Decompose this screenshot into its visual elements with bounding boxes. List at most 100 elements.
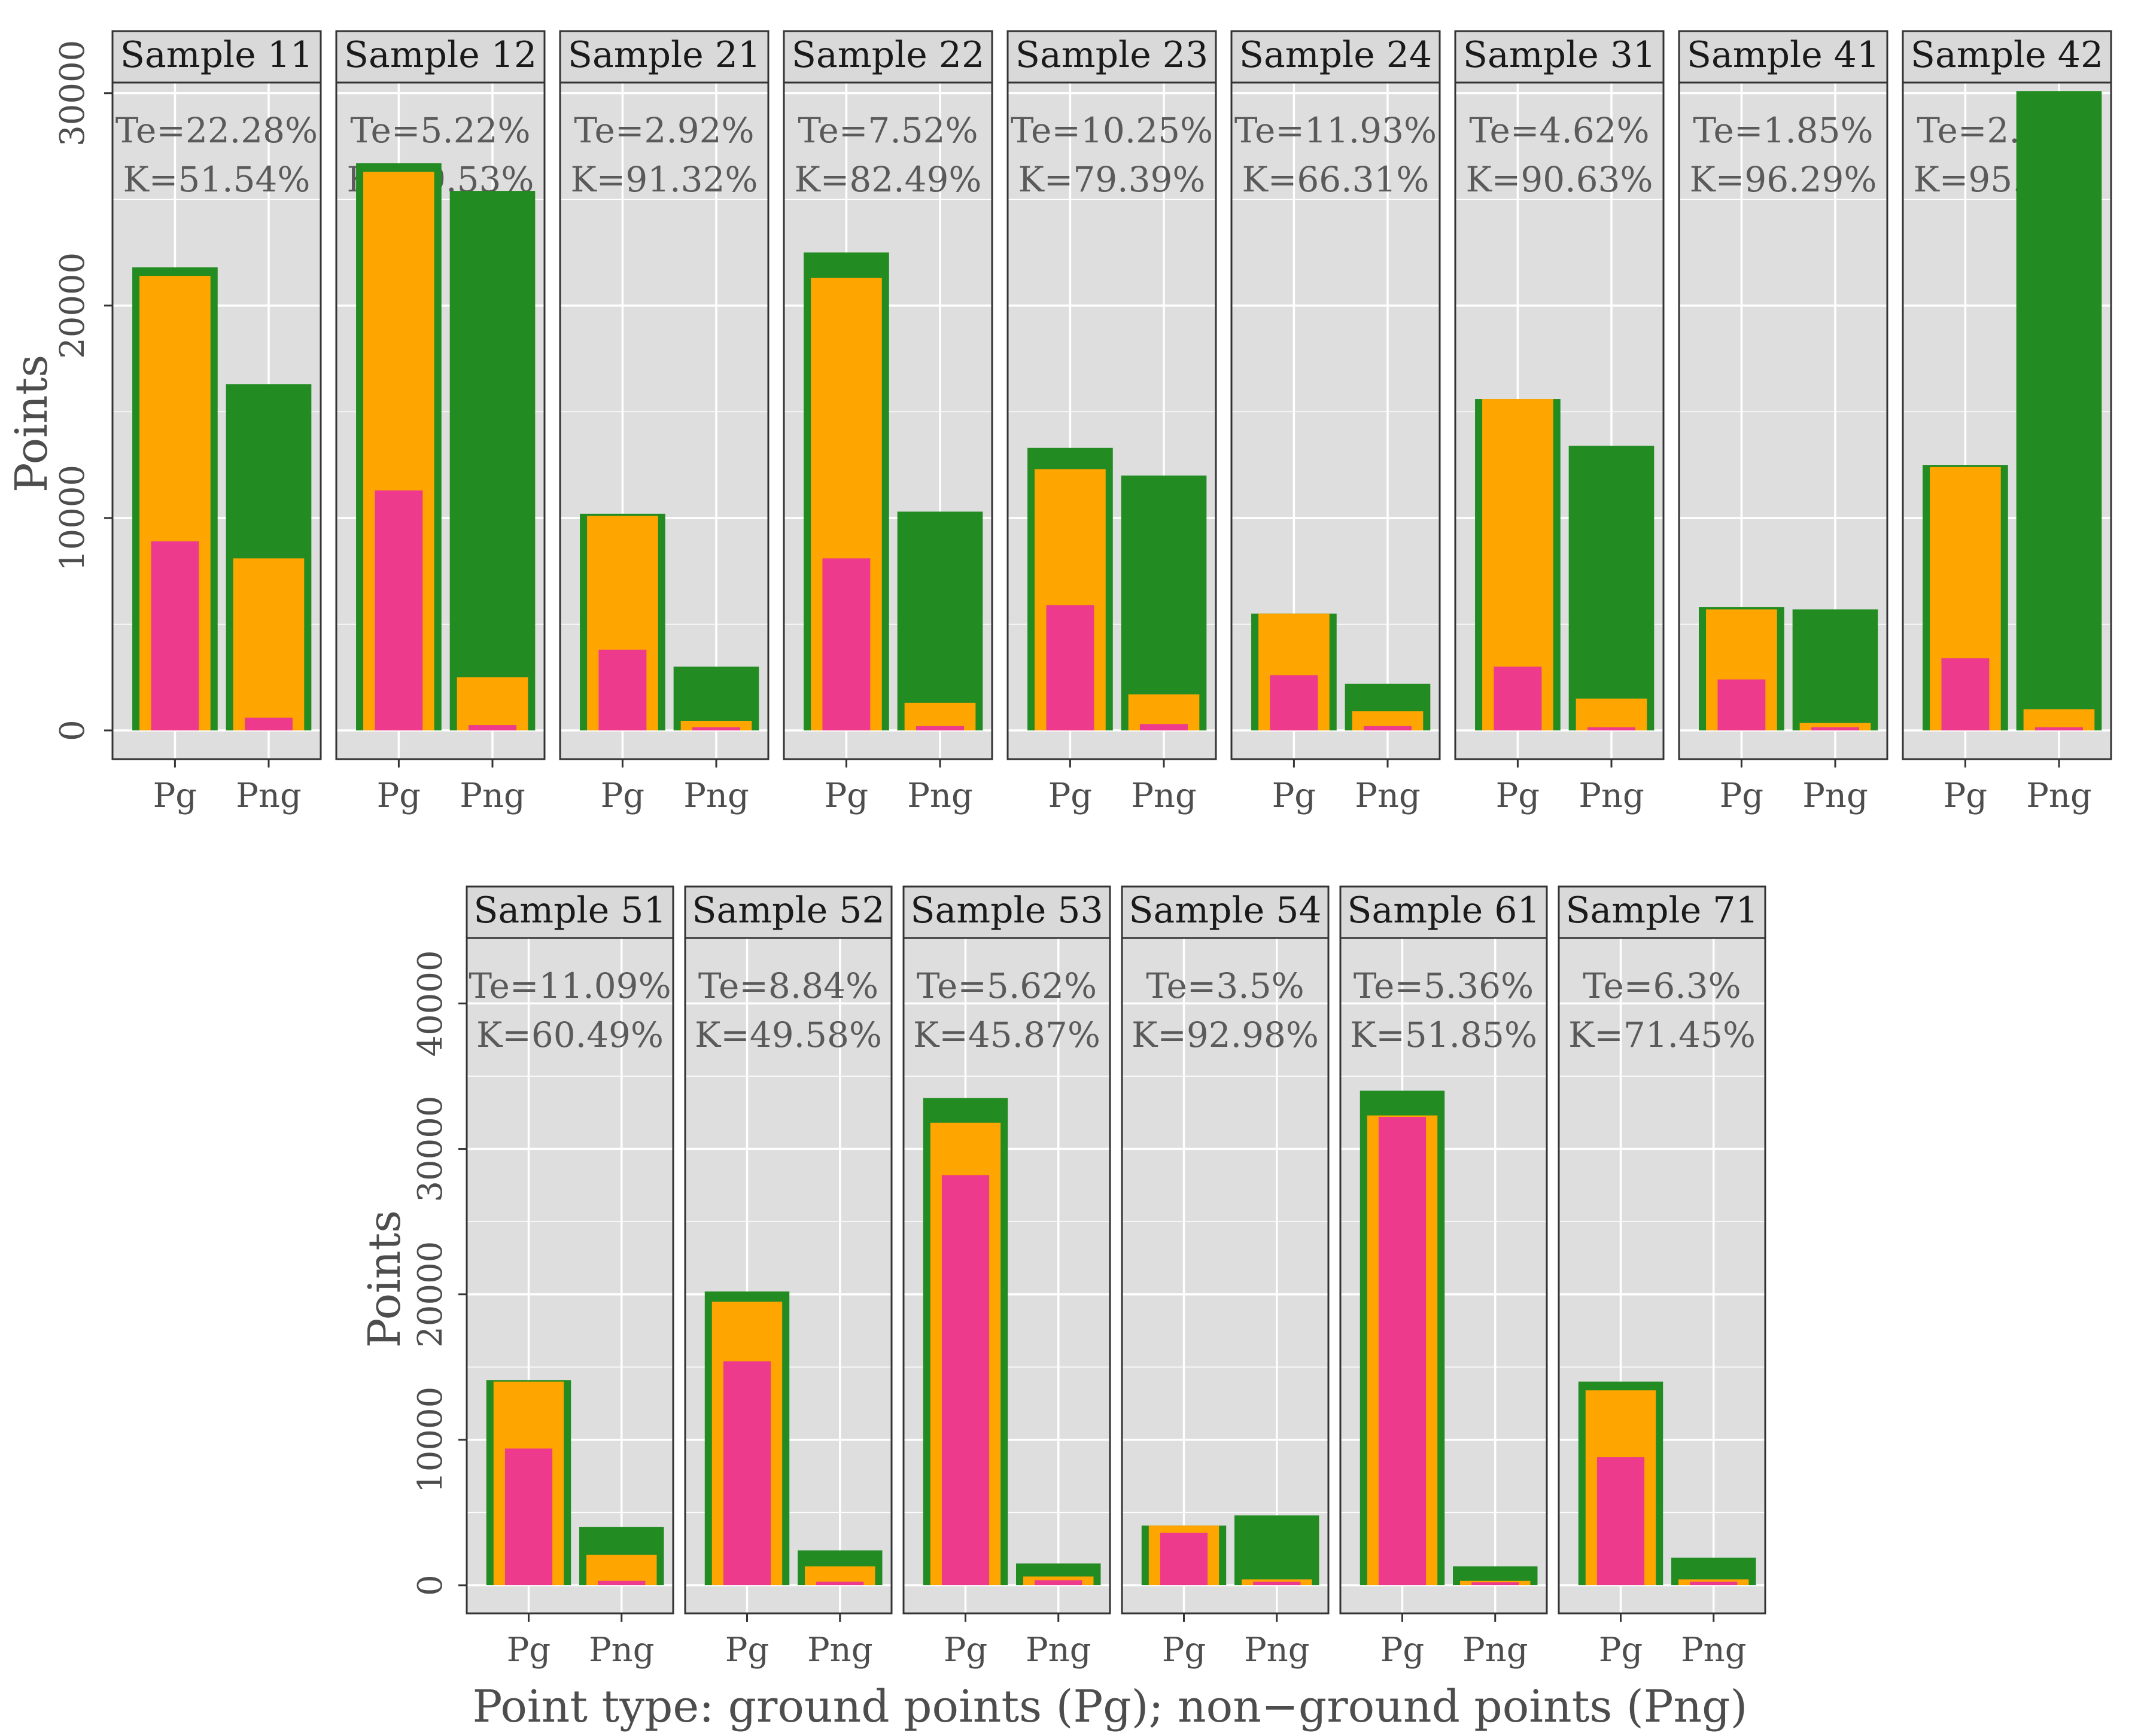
panel-sample-53: Sample 53 Te=5.62% K=45.87% Pg Png bbox=[902, 885, 1111, 1670]
strip-title: Sample 12 bbox=[344, 34, 537, 76]
bar-inner-pg bbox=[723, 1361, 771, 1585]
k-annotation: K=92.98% bbox=[1132, 1015, 1319, 1055]
strip-background bbox=[783, 30, 993, 84]
bottom-row-y-axis: Points bbox=[359, 1210, 410, 1348]
te-annotation: Te=10.25% bbox=[1011, 110, 1213, 151]
panel-sample-23: Sample 23 Te=10.25% K=79.39% Pg Png bbox=[1006, 30, 1217, 815]
y-tick-label: 10000 bbox=[411, 1387, 450, 1493]
k-annotation: K=66.31% bbox=[1242, 159, 1429, 200]
strip-title: Sample 42 bbox=[1911, 34, 2103, 76]
bar-inner-pg bbox=[504, 1448, 553, 1585]
te-annotation: Te=11.09% bbox=[469, 966, 671, 1006]
y-tick-label: 40000 bbox=[411, 950, 450, 1056]
te-annotation: Te=22.28% bbox=[115, 110, 318, 151]
y-tick-label: 0 bbox=[411, 1574, 450, 1596]
te-annotation: Te=5.22% bbox=[350, 110, 530, 151]
bar-total-png bbox=[897, 511, 983, 730]
strip-background bbox=[335, 30, 546, 84]
bar-inner-png bbox=[1690, 1581, 1738, 1585]
x-tick-label-pg: Pg bbox=[507, 1631, 551, 1670]
k-annotation: K=79.39% bbox=[1018, 159, 1205, 200]
bar-total-png bbox=[1792, 609, 1878, 730]
bar-inner-png bbox=[692, 727, 740, 730]
bar-total-png bbox=[1568, 446, 1655, 730]
strip-title: Sample 31 bbox=[1463, 34, 1656, 76]
y-tick-label: 0 bbox=[53, 720, 92, 741]
x-tick-label-pg: Pg bbox=[825, 776, 869, 815]
panel-sample-71: Sample 71 Te=6.3% K=71.45% Pg Png bbox=[1558, 885, 1766, 1670]
bottom-row-panels: 0 10000 20000 30000 40000 Sample 51 Te=11.09% K… bbox=[411, 885, 1766, 1670]
strip-title: Sample 21 bbox=[568, 34, 761, 76]
panel-border bbox=[1678, 81, 1888, 760]
x-tick-label-png: Png bbox=[1462, 1631, 1528, 1670]
x-tick-label-pg: Pg bbox=[601, 776, 645, 815]
bar-middle-png bbox=[233, 558, 305, 730]
bar-inner-pg bbox=[1270, 675, 1318, 730]
panel-border bbox=[335, 81, 546, 760]
y-tick-label: 10000 bbox=[53, 465, 92, 571]
strip-title: Sample 51 bbox=[473, 890, 666, 931]
x-tick-label-png: Png bbox=[460, 776, 525, 815]
bar-inner-pg bbox=[1046, 605, 1094, 730]
bar-inner-png bbox=[598, 1580, 646, 1585]
strip-background bbox=[1121, 885, 1330, 939]
bar-inner-pg bbox=[822, 558, 871, 730]
strip-title: Sample 53 bbox=[910, 890, 1103, 931]
plot-background bbox=[1122, 938, 1328, 1613]
panel-sample-31: Sample 31 Te=4.62% K=90.63% Pg Png bbox=[1454, 30, 1665, 815]
panel-border bbox=[1006, 81, 1217, 760]
x-tick-label-png: Png bbox=[907, 776, 973, 815]
panel-border bbox=[1454, 81, 1665, 760]
strip-background bbox=[1230, 30, 1441, 84]
x-axis-title: Point type: ground points (Pg); non−grou… bbox=[473, 1681, 1748, 1732]
x-tick-label-pg: Pg bbox=[1162, 1631, 1206, 1670]
bar-inner-pg bbox=[941, 1175, 990, 1585]
k-annotation: K=71.45% bbox=[1568, 1015, 1756, 1055]
panel-sample-61: Sample 61 Te=5.36% K=51.85% Pg Png bbox=[1339, 885, 1548, 1670]
strip-background bbox=[559, 30, 770, 84]
x-tick-label-pg: Pg bbox=[153, 776, 197, 815]
bar-total-png bbox=[449, 191, 536, 730]
bar-inner-png bbox=[245, 717, 293, 730]
te-annotation: Te=5.36% bbox=[1354, 966, 1534, 1006]
bar-middle-png bbox=[457, 677, 528, 730]
strip-background bbox=[1558, 885, 1766, 939]
bar-inner-png bbox=[1587, 727, 1635, 730]
k-annotation: K=45.87% bbox=[913, 1015, 1100, 1055]
strip-background bbox=[902, 885, 1111, 939]
bar-total-png bbox=[673, 666, 759, 730]
te-annotation: Te=4.62% bbox=[1469, 110, 1649, 151]
strip-title: Sample 52 bbox=[692, 890, 884, 931]
bar-inner-pg bbox=[1596, 1457, 1645, 1585]
x-tick-label-pg: Pg bbox=[1496, 776, 1540, 815]
y-tick-label: 20000 bbox=[411, 1241, 450, 1348]
strip-title: Sample 61 bbox=[1347, 890, 1540, 931]
k-annotation: K=82.49% bbox=[794, 159, 981, 200]
te-annotation: Te=1.85% bbox=[1693, 110, 1873, 151]
panel-border bbox=[1558, 937, 1766, 1615]
strip-background bbox=[1006, 30, 1217, 84]
strip-title: Sample 24 bbox=[1239, 34, 1432, 76]
k-annotation: K=91.32% bbox=[570, 159, 758, 200]
bar-inner-pg bbox=[151, 541, 199, 730]
x-tick-label-pg: Pg bbox=[944, 1631, 988, 1670]
top-row-panels: 0 10000 20000 30000 Sample 11 Te=22.28% K=51.5… bbox=[53, 30, 2112, 815]
x-tick-label-pg: Pg bbox=[377, 776, 421, 815]
bar-inner-png bbox=[469, 725, 516, 730]
panel-border bbox=[684, 937, 893, 1615]
x-tick-label-png: Png bbox=[589, 1631, 655, 1670]
y-tick-label: 20000 bbox=[53, 252, 92, 359]
k-annotation: K=60.49% bbox=[476, 1015, 664, 1055]
panel-border bbox=[1121, 937, 1330, 1615]
x-tick-label-png: Png bbox=[2026, 776, 2092, 815]
k-annotation: K=51.54% bbox=[123, 159, 310, 200]
strip-title: Sample 41 bbox=[1687, 34, 1880, 76]
bar-inner-png bbox=[1035, 1580, 1082, 1585]
bar-inner-pg bbox=[598, 650, 647, 730]
panel-border bbox=[1230, 81, 1441, 760]
panel-sample-24: Sample 24 Te=11.93% K=66.31% Pg Png bbox=[1230, 30, 1441, 815]
x-tick-label-png: Png bbox=[1244, 1631, 1310, 1670]
bar-inner-png bbox=[1811, 727, 1859, 730]
